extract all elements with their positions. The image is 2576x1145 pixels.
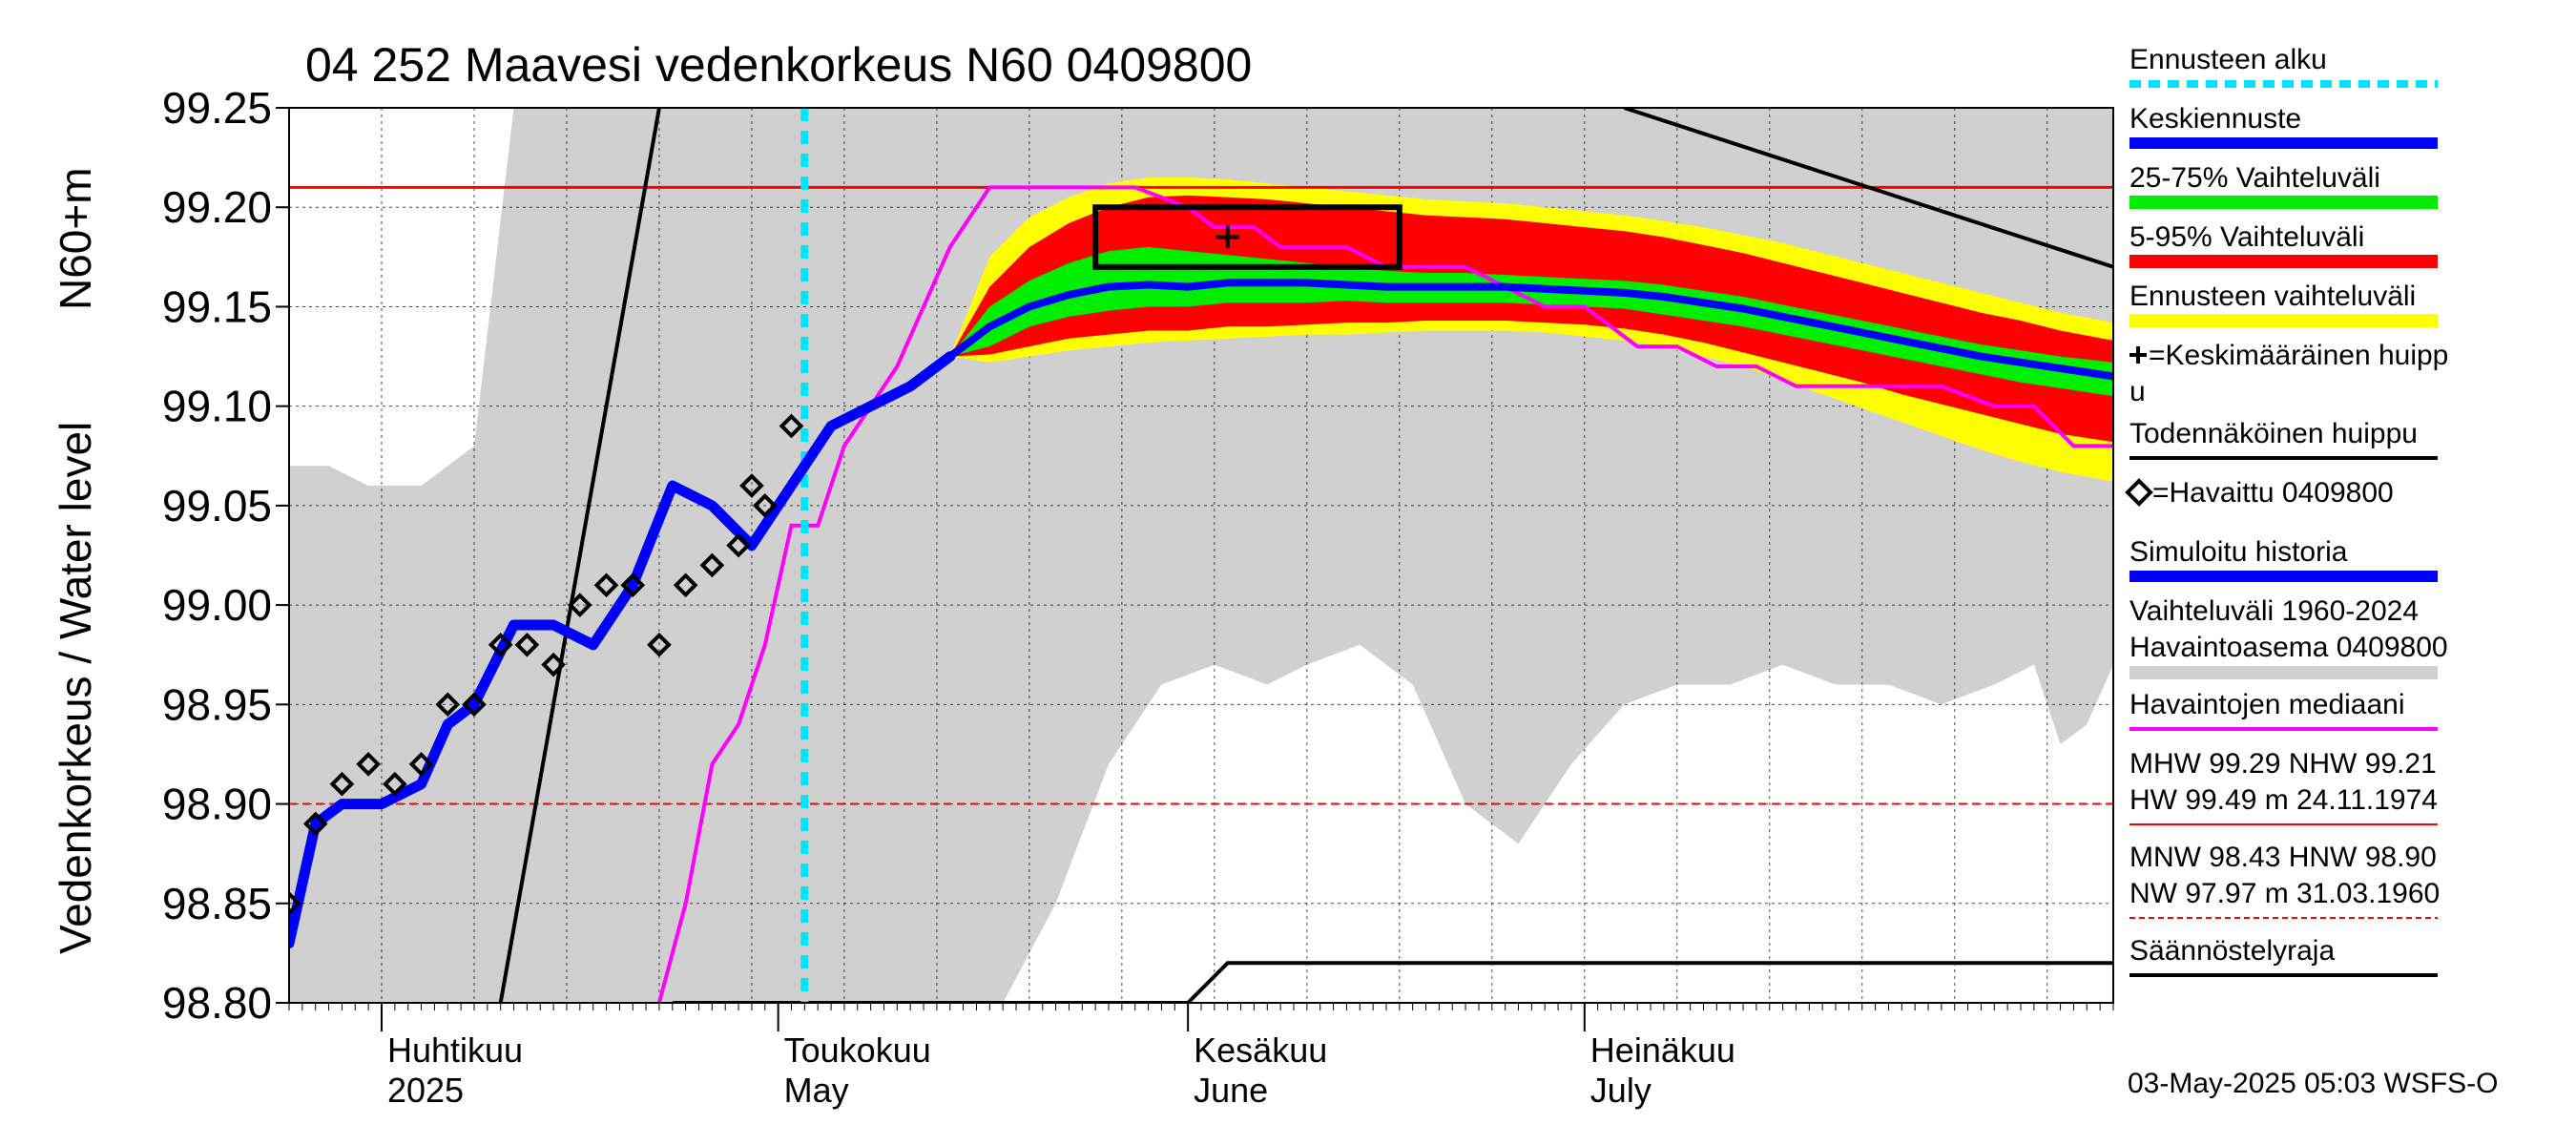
legend-item: Simuloitu historia (2129, 536, 2438, 582)
y-axis-label-outer: Vedenkorkeus / Water level (51, 422, 100, 954)
observed-point (435, 692, 461, 718)
observed-point (514, 632, 540, 657)
y-tick-label: 99.20 (162, 182, 272, 232)
legend-item: =Havaittu 0409800 (2125, 477, 2394, 509)
observed-point (779, 413, 804, 439)
legend-item: Keskiennuste (2129, 103, 2438, 149)
observed-point (673, 572, 698, 598)
legend-label-secondary: NW 97.97 m 31.03.1960 (2129, 878, 2440, 909)
y-tick-label: 99.10 (162, 382, 272, 431)
observed-point (541, 652, 566, 677)
observed-point (567, 593, 592, 617)
legend-label: MHW 99.29 NHW 99.21 (2129, 748, 2437, 780)
legend-diamond-icon (2125, 478, 2153, 507)
observed-point (462, 692, 487, 718)
y-tick-label: 99.15 (162, 281, 272, 331)
legend-label: =Havaittu 0409800 (2152, 477, 2394, 509)
regulation-limit-line (672, 961, 2113, 1003)
observed-point (302, 811, 328, 837)
legend-item: MHW 99.29 NHW 99.21 HW 99.49 m 24.11.1974 (2129, 748, 2438, 825)
legend-item: Säännöstelyraja (2129, 935, 2438, 977)
y-axis: 98.80 98.85 98.90 98.95 99.00 99.05 99.10 99.15… (162, 83, 289, 1028)
observed-point (752, 493, 778, 518)
legend-label: Havaintojen mediaani (2129, 689, 2405, 720)
observed-point (356, 752, 381, 777)
legend-label: =Keskimääräinen huipp (2149, 340, 2448, 371)
observed-point (408, 752, 434, 777)
legend-label: 25-75% Vaihteluväli (2129, 162, 2380, 194)
observed-point (593, 572, 619, 598)
y-tick-label: 99.25 (162, 83, 272, 133)
legend-label: Todennäköinen huippu (2129, 418, 2418, 449)
legend-label: Vaihteluväli 1960-2024 (2129, 595, 2419, 627)
observed-point (647, 632, 672, 657)
legend-item: 5-95% Vaihteluväli (2129, 221, 2438, 268)
legend-label: Simuloitu historia (2129, 536, 2348, 568)
x-month-label: Heinäkuu (1590, 1030, 1735, 1070)
observed-median-line (656, 185, 2113, 1003)
observed-point (726, 532, 751, 558)
legend-item: Todennäköinen huippu (2129, 418, 2438, 460)
observed-point (383, 771, 407, 797)
forecast-median-line (947, 279, 2113, 381)
legend-item: Ennusteen alku (2129, 44, 2438, 88)
x-month-label: Kesäkuu (1194, 1030, 1327, 1070)
legend-item: MNW 98.43 HNW 98.90 NW 97.97 m 31.03.1960 (2129, 842, 2440, 919)
legend-swatch (2129, 666, 2438, 679)
legend-label: MNW 98.43 HNW 98.90 (2129, 842, 2437, 873)
simulated-history-line (289, 351, 956, 948)
legend-label: Ennusteen vaihteluväli (2129, 281, 2416, 312)
y-tick-label: 98.80 (162, 978, 272, 1028)
legend-item: Vaihteluväli 1960-2024 Havaintoasema 040… (2129, 595, 2448, 679)
x-month-label-secondary: May (784, 1071, 849, 1110)
x-month-label: Toukokuu (784, 1030, 931, 1070)
chart-title: 04 252 Maavesi vedenkorkeus N60 0409800 (305, 38, 1252, 92)
y-tick-label: 98.95 (162, 679, 272, 729)
observed-point (620, 572, 646, 598)
legend-label: 5-95% Vaihteluväli (2129, 221, 2364, 253)
y-axis-label-inner: N60+m (51, 167, 100, 310)
y-tick-label: 98.90 (162, 780, 272, 829)
observed-point (329, 771, 355, 797)
legend-label-secondary: u (2129, 376, 2146, 407)
trend-line (498, 108, 661, 1003)
observed-point (289, 890, 301, 916)
legend: Ennusteen alku Keskiennuste 25-75% Vaihtel… (2125, 44, 2448, 977)
legend-label: Ennusteen alku (2129, 44, 2327, 75)
y-tick-label: 99.05 (162, 481, 272, 531)
legend-item: =Keskimääräinen huippu (2129, 340, 2448, 407)
observed-point (739, 473, 764, 498)
x-month-label-secondary: 2025 (387, 1071, 464, 1110)
y-tick-label: 99.00 (162, 580, 272, 630)
observed-point (488, 632, 513, 657)
legend-label: Säännöstelyraja (2129, 935, 2335, 967)
x-month-label-secondary: June (1194, 1071, 1268, 1110)
mean-peak-marker (1215, 225, 1239, 249)
legend-label-secondary: Havaintoasema 0409800 (2129, 632, 2448, 663)
plot-area (289, 108, 2113, 1003)
legend-label: Keskiennuste (2129, 103, 2301, 135)
x-month-label-secondary: July (1590, 1071, 1652, 1110)
y-tick-label: 98.85 (162, 879, 272, 928)
legend-label-secondary: HW 99.49 m 24.11.1974 (2129, 784, 2438, 816)
probable-peak-box (1092, 204, 1402, 270)
legend-item: 25-75% Vaihteluväli (2129, 162, 2438, 209)
trend-line (1623, 108, 2113, 269)
observed-point (699, 552, 725, 578)
legend-item: Havaintojen mediaani (2129, 689, 2438, 731)
legend-item: Ennusteen vaihteluväli (2129, 281, 2438, 327)
x-month-label: Huhtikuu (387, 1030, 523, 1070)
footer-timestamp: 03-May-2025 05:03 WSFS-O (2128, 1068, 2499, 1099)
